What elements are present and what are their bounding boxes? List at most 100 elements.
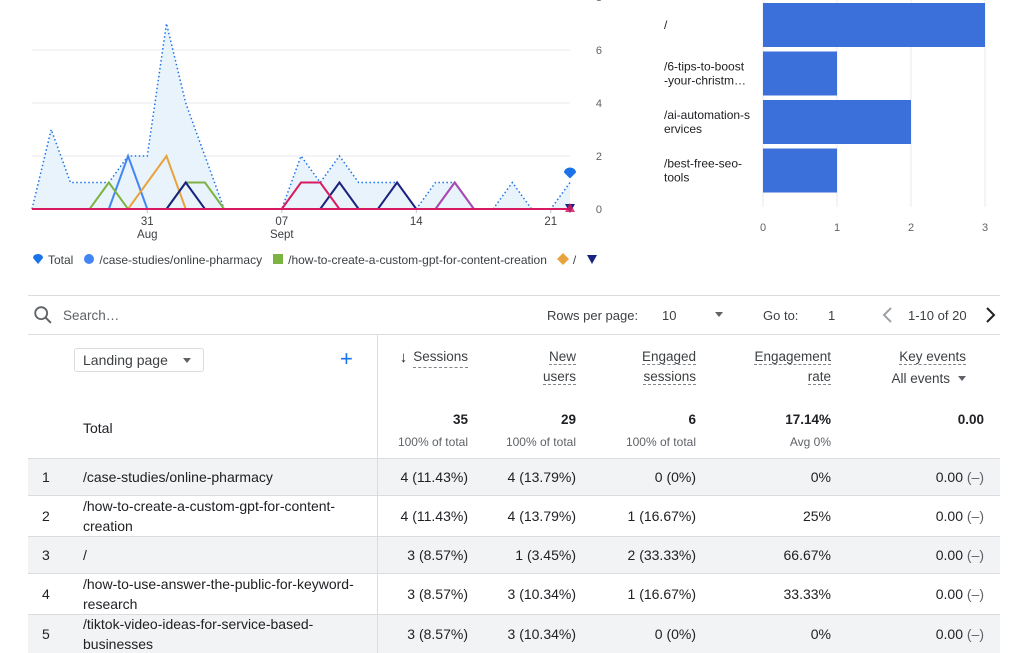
legend-label: / [572,253,577,267]
row-new-users: 3 (10.34%) [507,626,576,642]
column-header-new-users[interactable]: New users [498,347,576,387]
total-engagement-rate: 17.14% [785,412,831,427]
legend-item[interactable] [586,253,602,268]
bar [763,51,837,96]
goto-label: Go to: [763,307,799,323]
row-new-users: 3 (10.34%) [507,586,576,602]
row-engaged-sessions: 0 (0%) [654,469,696,485]
drop-marker [33,253,43,264]
row-landing-page: /tiktok-video-ideas-for-service-based-bu… [83,616,314,652]
x-tick-label: 07 [275,216,288,228]
row-sessions: 3 (8.57%) [407,586,468,602]
rows-per-page-select[interactable]: 10 [662,296,723,334]
x-tick-label: 1 [834,222,840,234]
y-tick-label: 6 [596,45,602,57]
chevron-down-icon [183,358,191,363]
column-label: Engagement [754,349,831,365]
key-events-filter-value: All events [891,371,950,386]
table-row[interactable]: 5 /tiktok-video-ideas-for-service-based-… [28,615,1000,653]
x-tick-label: 3 [982,222,988,234]
total-engaged-sessions-sub: 100% of total [625,435,696,449]
row-engaged-sessions: 1 (16.67%) [627,586,696,602]
y-tick-label: 8 [596,0,602,4]
table-row[interactable]: 3 / 3 (8.57%) 1 (3.45%) 2 (33.33%) 66.67… [28,537,1000,574]
column-header-engaged-sessions[interactable]: Engaged sessions [613,347,696,387]
legend-marker-shape [556,252,569,265]
total-new-users-sub: 100% of total [505,435,576,449]
row-engaged-sessions: 2 (33.33%) [627,547,696,563]
next-page-button[interactable] [982,296,998,334]
row-index: 5 [42,626,50,642]
row-engagement-rate: 0% [810,469,831,485]
bar [763,100,911,144]
row-sessions: 4 (11.43%) [400,508,468,524]
search-input[interactable] [63,296,363,334]
triangle-marker [587,254,598,264]
row-key-events: 0.00 (–) [864,496,984,536]
row-landing-page: /case-studies/online-pharmacy [83,469,273,485]
x-tick-month-label: Sept [270,229,294,241]
add-dimension-button[interactable]: + [340,346,353,371]
table-row[interactable]: 4 /how-to-use-answer-the-public-for-keyw… [28,574,1000,615]
column-header-key-events[interactable]: Key events All events [868,347,966,389]
dimension-select[interactable]: Landing page [74,348,204,372]
chevron-left-icon [882,307,892,323]
bar-category-label: -your-christm… [664,74,746,88]
legend-item[interactable]: /case-studies/online-pharmacy [83,253,262,268]
row-key-events: 0.00 (–) [864,537,984,573]
row-key-events: 0.00 (–) [864,615,984,653]
square-marker [273,253,284,264]
table-toolbar: Rows per page: 10 Go to: 1 1-10 of 20 [28,295,1000,335]
chevron-down-icon [715,312,723,317]
diamond-marker [556,252,569,265]
bar [763,3,985,47]
goto-page-input[interactable]: 1 [828,307,836,323]
chevron-right-icon [986,307,996,323]
series-end-marker [565,203,575,212]
x-tick-label: 14 [410,216,423,228]
legend-label: /how-to-create-a-custom-gpt-for-content-… [288,253,547,267]
chart-legend: Total/case-studies/online-pharmacy/how-t… [32,252,612,268]
legend-drop-icon [32,253,44,268]
legend-item[interactable]: /how-to-create-a-custom-gpt-for-content-… [272,253,547,268]
previous-page-button[interactable] [880,296,896,334]
key-events-change: (–) [966,469,984,485]
row-index: 1 [42,469,50,485]
key-events-change: (–) [966,586,984,602]
row-key-events: 0.00 (–) [864,574,984,614]
y-tick-label: 0 [596,204,602,216]
rows-per-page-value: 10 [662,307,677,323]
legend-square-icon [272,253,284,268]
bar-category-label: ervices [664,122,702,136]
row-engagement-rate: 33.33% [783,586,831,602]
y-tick-label: 4 [596,98,602,110]
legend-label: Total [48,253,74,267]
column-header-engagement-rate[interactable]: Engagement rate [733,347,831,387]
total-new-users: 29 [560,412,576,427]
pagination-range: 1-10 of 20 [908,307,967,323]
rows-per-page-label: Rows per page: [547,307,639,323]
row-engagement-rate: 66.67% [783,547,831,563]
table-row[interactable]: 2 /how-to-create-a-custom-gpt-for-conten… [28,496,1000,537]
bar-category-label: /ai-automation-s [664,108,750,122]
total-key-events: 0.00 [957,412,984,427]
legend-item[interactable]: / [556,252,577,268]
x-tick-label: 21 [544,216,557,228]
key-events-select[interactable]: All events [891,369,966,389]
total-series-area [32,23,570,209]
x-tick-label: 31 [141,216,154,228]
search-icon[interactable] [32,296,54,334]
legend-circle-icon [83,253,95,268]
key-events-value: 0.00 [935,626,963,642]
column-header-sessions[interactable]: ↓ Sessions [388,347,468,368]
row-engaged-sessions: 0 (0%) [654,626,696,642]
legend-item[interactable]: Total [32,253,73,268]
row-landing-page: / [83,547,87,563]
legend-marker-shape [33,253,43,264]
landing-page-bar-chart: 0 1 2 3 / /6-tips-to-boost-your-christm… /ai-a… [664,0,988,234]
legend-diamond-icon [556,252,569,268]
circle-marker [84,253,95,264]
table-row[interactable]: 1 /case-studies/online-pharmacy 4 (11.43… [28,459,1000,496]
row-landing-page: /how-to-create-a-custom-gpt-for-content-… [83,498,336,534]
